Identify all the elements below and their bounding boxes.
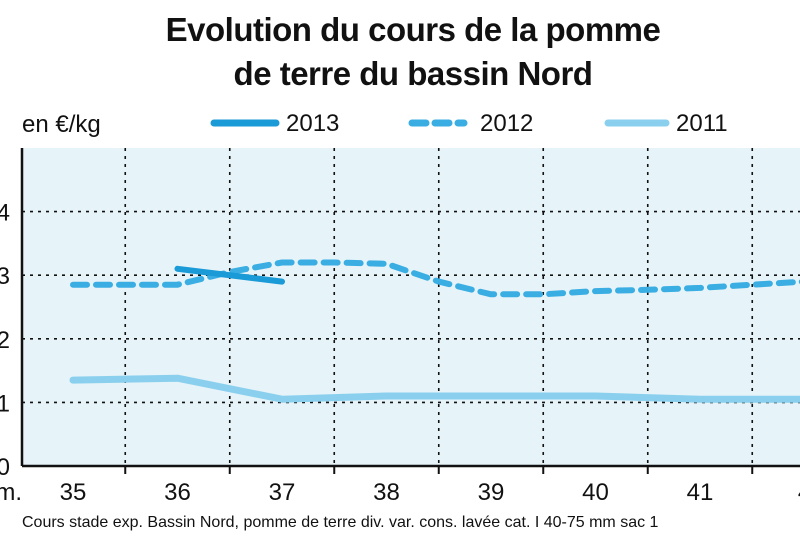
y-tick-label: 4 bbox=[0, 200, 10, 227]
x-tick-label: 39 bbox=[478, 479, 505, 506]
chart-title-line-2: de terre du bassin Nord bbox=[233, 55, 593, 92]
y-axis-unit-label: en €/kg bbox=[22, 111, 101, 138]
legend-item-2011: 2011 bbox=[604, 106, 764, 140]
y-tick-label: 1 bbox=[0, 390, 10, 417]
legend-label-2013: 2013 bbox=[286, 110, 340, 137]
x-tick-label: 4 bbox=[798, 479, 800, 506]
series-line-2012 bbox=[70, 259, 800, 298]
x-tick-label: 36 bbox=[164, 479, 191, 506]
x-tick-label: 35 bbox=[60, 479, 87, 506]
legend-item-2012: 2012 bbox=[406, 106, 566, 140]
y-tick-label: 0 bbox=[0, 454, 10, 481]
x-tick-label: 37 bbox=[269, 479, 296, 506]
chart-footnote: Cours stade exp. Bassin Nord, pomme de t… bbox=[22, 514, 659, 531]
chart-title: Evolution du cours de la pomme de terre … bbox=[0, 8, 800, 96]
y-tick-label: 3 bbox=[0, 263, 10, 290]
plot-background bbox=[22, 148, 800, 466]
x-tick-label: 41 bbox=[687, 479, 714, 506]
legend-label-2011: 2011 bbox=[676, 110, 728, 137]
x-tick-label: 40 bbox=[582, 479, 609, 506]
legend-label-2012: 2012 bbox=[480, 110, 534, 137]
legend-swatch-2012 bbox=[408, 119, 468, 127]
chart-title-line-1: Evolution du cours de la pomme bbox=[165, 11, 661, 48]
x-tick-label: 38 bbox=[373, 479, 400, 506]
legend-swatch-2011 bbox=[604, 119, 670, 127]
legend-item-2013: 2013 bbox=[210, 106, 370, 140]
x-axis-prefix-label: m. bbox=[0, 479, 22, 506]
series-line-2011 bbox=[69, 374, 800, 403]
legend-swatch-2013 bbox=[210, 119, 280, 127]
y-tick-label: 2 bbox=[0, 327, 10, 354]
series-line-2013 bbox=[174, 265, 285, 285]
